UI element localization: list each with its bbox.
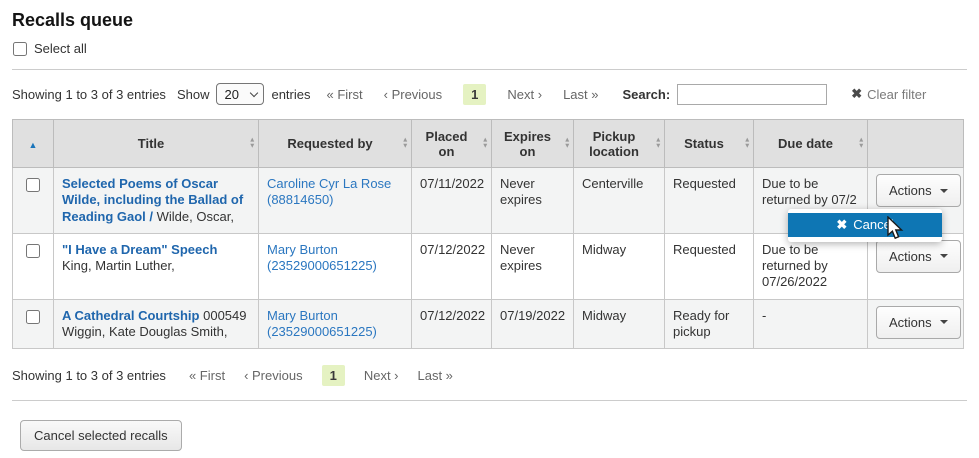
caret-down-icon: [939, 320, 948, 324]
pickup-location-cell: Midway: [573, 232, 665, 300]
expires-on-cell: Never expires: [491, 167, 574, 234]
column-header-actions: [867, 119, 964, 168]
title-link[interactable]: Selected Poems of Oscar Wilde, including…: [62, 176, 244, 224]
select-all-control[interactable]: Select all: [13, 41, 967, 56]
column-header-expires-on[interactable]: Expires on ▴ ▾: [491, 119, 574, 168]
table-controls-top: Showing 1 to 3 of 3 entries Show 20 entr…: [12, 82, 967, 106]
actions-cell: Actions: [867, 298, 964, 349]
status-cell: Requested: [664, 167, 754, 234]
first-page-link[interactable]: « First: [188, 367, 226, 383]
pickup-location-cell: Centerville: [573, 167, 665, 234]
pagination-top: « First ‹ Previous 1 Next › Last »: [326, 83, 599, 105]
cancel-selected-recalls-button[interactable]: Cancel selected recalls: [20, 420, 182, 451]
footer-actions: Cancel selected recalls: [20, 420, 967, 451]
column-header-placed-on[interactable]: Placed on ▴ ▾: [411, 119, 492, 168]
page-size-select[interactable]: 20: [216, 83, 265, 105]
actions-button[interactable]: Actions: [876, 174, 961, 207]
caret-down-icon: [939, 188, 948, 193]
select-all-label: Select all: [34, 41, 87, 56]
due-date-cell: Due to be returned by 07/26/2022: [753, 232, 868, 300]
pickup-location-cell: Midway: [573, 298, 665, 349]
cancel-menu-label: Cancel: [853, 217, 894, 232]
cancel-x-icon: ✖: [836, 217, 848, 232]
actions-cell: Actions: [867, 232, 964, 300]
row-checkbox[interactable]: [26, 309, 40, 324]
bottom-divider: [12, 400, 967, 401]
last-page-link[interactable]: Last »: [417, 367, 453, 383]
clear-filter-label: Clear filter: [867, 86, 927, 102]
placed-on-cell: 07/11/2022: [411, 167, 492, 234]
actions-button[interactable]: Actions: [876, 239, 961, 273]
expires-on-cell: Never expires: [491, 232, 574, 300]
sort-icon: ▴ ▾: [250, 136, 254, 150]
cancel-menu-item[interactable]: ✖ Cancel: [788, 213, 942, 238]
sort-ascending-icon: ▲: [28, 140, 38, 150]
pagination-bottom: « First ‹ Previous 1 Next › Last »: [188, 364, 453, 386]
actions-cell: Actions ✖ Cancel: [788, 167, 964, 243]
actions-button[interactable]: Actions: [876, 305, 961, 339]
title-author: King, Martin Luther,: [62, 258, 175, 273]
sort-icon: ▴ ▾: [565, 136, 569, 150]
title-cell: Selected Poems of Oscar Wilde, including…: [53, 167, 259, 234]
current-page-button[interactable]: 1: [321, 364, 345, 386]
clear-filter-button[interactable]: ✖ Clear filter: [851, 86, 926, 102]
table-controls-bottom: Showing 1 to 3 of 3 entries « First ‹ Pr…: [12, 363, 967, 387]
table-row: Selected Poems of Oscar Wilde, including…: [12, 167, 964, 243]
select-all-checkbox[interactable]: [13, 41, 27, 56]
entries-info-top: Showing 1 to 3 of 3 entries: [12, 86, 166, 102]
expires-on-cell: 07/19/2022: [491, 298, 574, 349]
column-header-status[interactable]: Status ▴ ▾: [664, 119, 754, 168]
title-link[interactable]: A Cathedral Courtship: [62, 307, 200, 323]
next-page-link[interactable]: Next ›: [507, 86, 543, 102]
title-link[interactable]: "I Have a Dream" Speech: [62, 241, 218, 257]
top-divider: [12, 69, 967, 70]
next-page-link[interactable]: Next ›: [363, 367, 399, 383]
table-row: "I Have a Dream" Speech King, Martin Lut…: [12, 232, 964, 300]
sort-icon: ▴ ▾: [403, 136, 407, 150]
previous-page-link[interactable]: ‹ Previous: [244, 367, 303, 383]
due-date-cell: -: [753, 298, 868, 349]
last-page-link[interactable]: Last »: [563, 86, 599, 102]
title-cell: A Cathedral Courtship 000549 Wiggin, Kat…: [53, 298, 259, 349]
column-header-due-date[interactable]: Due date ▴ ▾: [753, 119, 868, 168]
row-checkbox[interactable]: [26, 178, 40, 192]
search-input[interactable]: [677, 83, 828, 105]
table-row: A Cathedral Courtship 000549 Wiggin, Kat…: [12, 298, 964, 349]
show-label: Show: [176, 86, 210, 102]
title-author: Wilde, Oscar,: [156, 208, 234, 224]
actions-dropdown-menu: ✖ Cancel: [788, 209, 942, 243]
patron-link[interactable]: Mary Burton (23529000651225): [267, 241, 377, 273]
search-label: Search:: [622, 86, 671, 102]
previous-page-link[interactable]: ‹ Previous: [383, 86, 443, 102]
patron-link[interactable]: Caroline Cyr La Rose (88814650): [267, 176, 392, 208]
caret-down-icon: [939, 254, 948, 259]
title-cell: "I Have a Dream" Speech King, Martin Lut…: [53, 232, 259, 300]
sort-icon: ▴ ▾: [859, 136, 863, 150]
entries-label: entries: [271, 86, 311, 102]
patron-link[interactable]: Mary Burton (23529000651225): [267, 307, 377, 339]
recalls-table: ▲ Title ▴ ▾ Requested by ▴ ▾ Placed on ▴ ▾ …: [12, 119, 964, 349]
header-row: ▲ Title ▴ ▾ Requested by ▴ ▾ Placed on ▴ ▾ …: [12, 119, 964, 168]
column-header-title[interactable]: Title ▴ ▾: [53, 119, 259, 168]
placed-on-cell: 07/12/2022: [411, 298, 492, 349]
current-page-button[interactable]: 1: [463, 83, 487, 105]
page-size-control: Show 20 entries: [177, 83, 311, 105]
column-header-select[interactable]: ▲: [12, 119, 54, 168]
page-title: Recalls queue: [12, 10, 134, 30]
sort-icon: ▴ ▾: [656, 136, 660, 150]
placed-on-cell: 07/12/2022: [411, 232, 492, 300]
column-header-requested-by[interactable]: Requested by ▴ ▾: [258, 119, 412, 168]
sort-icon: ▴ ▾: [745, 136, 749, 150]
entries-info-bottom: Showing 1 to 3 of 3 entries: [12, 367, 166, 383]
title-author: 000549 Wiggin, Kate Douglas Smith,: [62, 307, 247, 339]
sort-icon: ▴ ▾: [483, 136, 487, 150]
first-page-link[interactable]: « First: [326, 86, 363, 102]
status-cell: Ready for pickup: [664, 298, 754, 349]
status-cell: Requested: [664, 232, 754, 300]
column-header-pickup-location[interactable]: Pickup location ▴ ▾: [573, 119, 665, 168]
clear-filter-x-icon: ✖: [851, 86, 863, 101]
row-checkbox[interactable]: [26, 243, 40, 258]
